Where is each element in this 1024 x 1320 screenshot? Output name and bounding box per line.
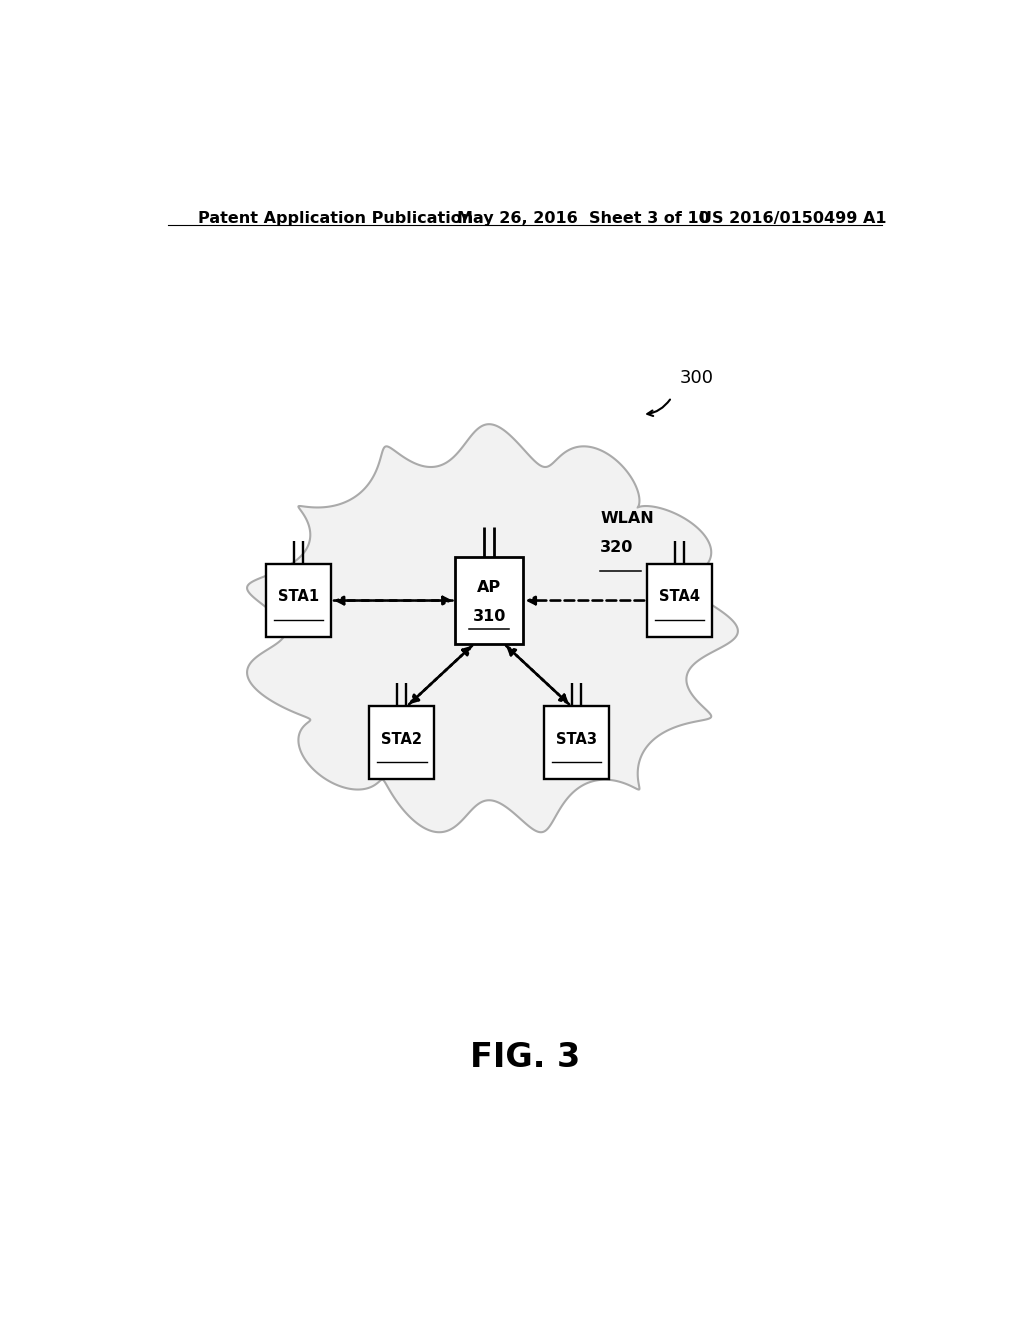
FancyBboxPatch shape: [647, 564, 712, 638]
FancyBboxPatch shape: [370, 706, 434, 779]
Text: Patent Application Publication: Patent Application Publication: [198, 211, 473, 226]
Text: US 2016/0150499 A1: US 2016/0150499 A1: [699, 211, 887, 226]
Text: STA4: STA4: [659, 589, 700, 605]
Text: STA1: STA1: [279, 589, 319, 605]
Polygon shape: [247, 424, 738, 832]
Text: STA3: STA3: [556, 731, 597, 747]
Text: WLAN: WLAN: [600, 511, 654, 527]
Text: STA2: STA2: [381, 731, 422, 747]
FancyBboxPatch shape: [266, 564, 331, 638]
Text: FIG. 3: FIG. 3: [470, 1041, 580, 1074]
Text: May 26, 2016  Sheet 3 of 10: May 26, 2016 Sheet 3 of 10: [458, 211, 710, 226]
Text: 300: 300: [680, 370, 714, 387]
Text: AP: AP: [477, 579, 501, 595]
Text: 320: 320: [600, 540, 634, 554]
FancyBboxPatch shape: [544, 706, 609, 779]
FancyBboxPatch shape: [456, 557, 523, 644]
Text: 310: 310: [472, 609, 506, 623]
